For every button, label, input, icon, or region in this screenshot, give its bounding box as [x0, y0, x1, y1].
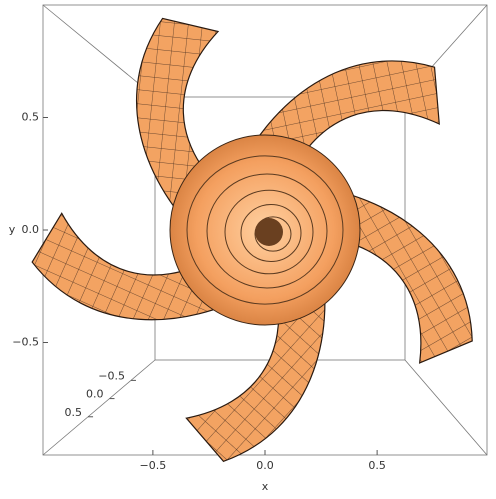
y-tick-label: 0.5 — [22, 111, 40, 124]
surface-ring — [224, 189, 314, 275]
y-axis-label: y — [9, 223, 16, 236]
x-tick-label: 0.5 — [368, 459, 386, 472]
surface — [31, 17, 473, 463]
surface-ring — [206, 173, 328, 289]
x-axis-label: x — [262, 480, 269, 493]
z-tick-label: 0.5 — [65, 406, 83, 419]
y-tick-label: −0.5 — [12, 336, 39, 349]
surface-ring — [254, 216, 292, 252]
z-tick-label: 0.0 — [86, 388, 104, 401]
surface-ring — [240, 204, 302, 262]
x-tick-label: 0.0 — [256, 459, 274, 472]
surface-ring — [186, 155, 344, 305]
surface-center — [255, 218, 283, 246]
y-tick-label: 0.0 — [22, 223, 40, 236]
z-tick-label: −0.5 — [98, 369, 125, 382]
x-tick-label: −0.5 — [140, 459, 167, 472]
